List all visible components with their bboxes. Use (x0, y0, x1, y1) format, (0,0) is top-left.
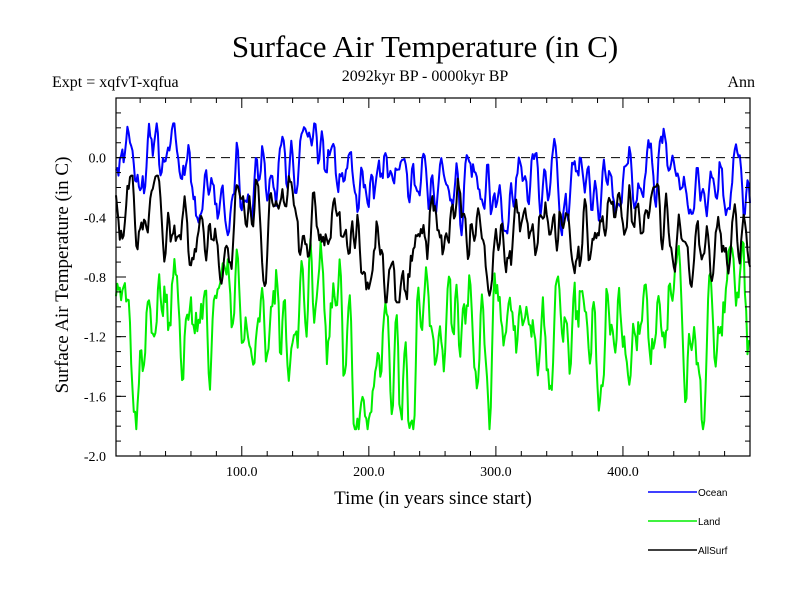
series-line-ocean (115, 122, 751, 237)
y-tick-label: -2.0 (84, 450, 106, 465)
x-tick-label: 300.0 (480, 465, 512, 480)
experiment-label: Expt = xqfvT-xqfua (52, 74, 179, 91)
legend-label-allsurf: AllSurf (698, 546, 728, 557)
season-label: Ann (727, 74, 755, 91)
series-line-allsurf (115, 174, 751, 304)
plot-frame (115, 97, 751, 457)
x-tick-label: 100.0 (226, 465, 258, 480)
y-axis-label: Surface Air Temperature (in C) (52, 157, 73, 394)
x-tick-label: 400.0 (607, 465, 639, 480)
chart-subtitle: 2092kyr BP - 0000kyr BP (342, 68, 509, 85)
legend-label-ocean: Ocean (698, 488, 727, 499)
plot-layer: 0.0 -0.4 -0.8 -1.2 -1.6 -2.0 100.0 200.0 300.0 40… (84, 97, 751, 557)
chart-title: Surface Air Temperature (in C) (232, 29, 618, 64)
y-tick-label: 0.0 (89, 152, 107, 167)
y-tick-label: -1.6 (84, 390, 106, 405)
series-line-land (115, 238, 751, 431)
x-axis-label: Time (in years since start) (334, 488, 532, 509)
legend-label-land: Land (698, 517, 720, 528)
y-tick-label: -0.8 (84, 271, 106, 286)
y-tick-label: -1.2 (84, 331, 106, 346)
x-tick-label: 200.0 (353, 465, 385, 480)
y-tick-label: -0.4 (84, 211, 106, 226)
